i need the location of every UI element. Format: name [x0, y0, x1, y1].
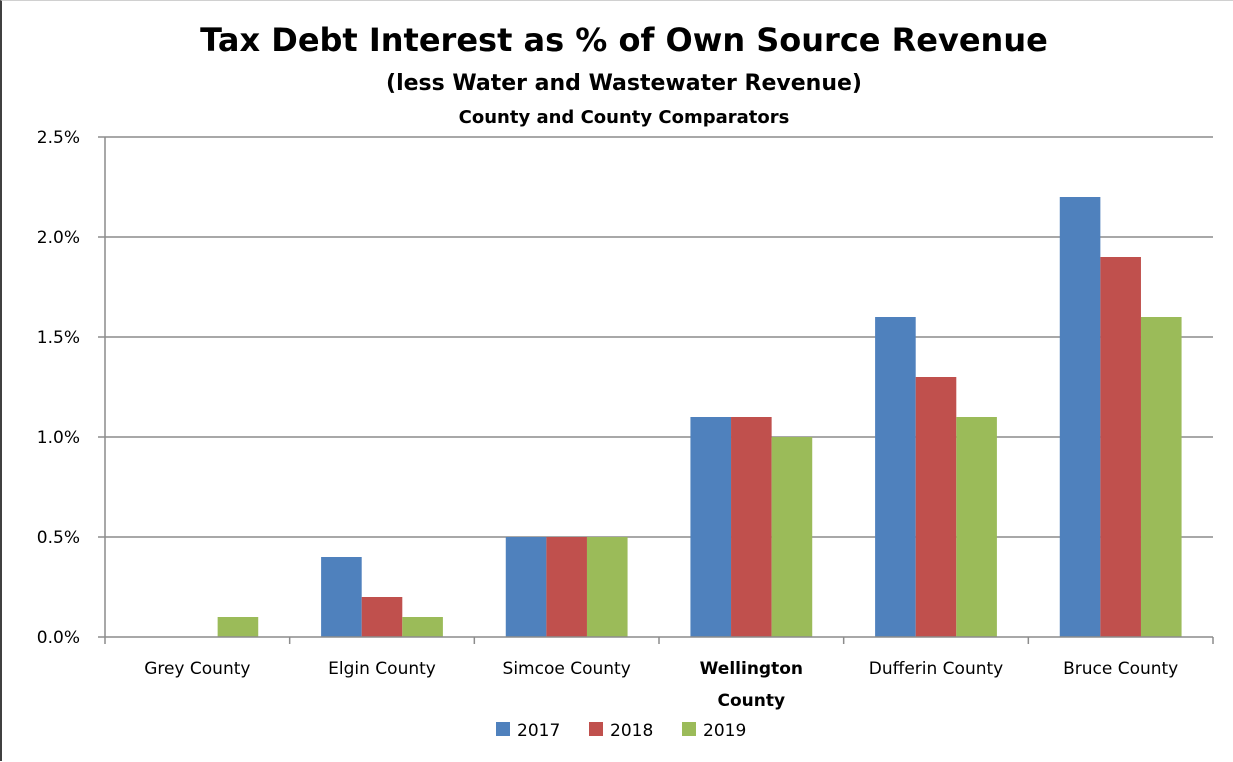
bar-2019 [1140, 317, 1182, 637]
y-tick-label: 2.5% [37, 128, 80, 148]
category-label: Elgin County [328, 659, 436, 679]
bar-2018 [546, 537, 587, 637]
legend-swatch-2019 [682, 722, 696, 736]
legend-swatch-2018 [589, 722, 603, 736]
bar-2019 [771, 437, 813, 637]
category-label: Wellington [700, 659, 803, 679]
chart-subtitle-2: County and County Comparators [459, 107, 790, 128]
legend-label-2019: 2019 [703, 721, 746, 741]
chart-title: Tax Debt Interest as % of Own Source Rev… [200, 21, 1048, 59]
bar-2019 [217, 617, 259, 637]
category-label: County [718, 691, 786, 711]
legend-swatch-2017 [496, 722, 510, 736]
y-tick-label: 1.0% [37, 428, 80, 448]
bar-2019 [586, 537, 628, 637]
category-label: Dufferin County [869, 659, 1003, 679]
bar-2018 [915, 377, 957, 637]
bar-2017 [690, 417, 732, 637]
bar-2018 [731, 417, 772, 637]
bar-2017 [321, 557, 362, 637]
y-tick-label: 0.5% [37, 528, 80, 548]
y-axis-ticks: 0.0% 0.5% 1.0% 1.5% 2.0% 2.5% [37, 128, 105, 648]
bars [217, 197, 1182, 637]
bar-2018 [1100, 257, 1141, 637]
legend-label-2017: 2017 [517, 721, 560, 741]
bar-2017 [875, 317, 916, 637]
category-label: Simcoe County [503, 659, 631, 679]
y-tick-label: 2.0% [37, 228, 80, 248]
bar-2019 [402, 617, 443, 637]
y-tick-label: 1.5% [37, 328, 80, 348]
bar-2019 [956, 417, 997, 637]
chart-subtitle: (less Water and Wastewater Revenue) [386, 71, 862, 96]
bar-2018 [361, 597, 403, 637]
x-axis [104, 137, 1214, 644]
y-tick-label: 0.0% [37, 628, 80, 648]
legend-label-2018: 2018 [610, 721, 653, 741]
category-label: Bruce County [1063, 659, 1178, 679]
bar-2017 [505, 537, 547, 637]
bar-2017 [1059, 197, 1101, 637]
legend: 2017 2018 2019 [496, 721, 746, 741]
gridlines [105, 136, 1213, 538]
category-labels: Grey County Elgin County Simcoe County Well… [144, 659, 1178, 711]
category-label: Grey County [144, 659, 250, 679]
